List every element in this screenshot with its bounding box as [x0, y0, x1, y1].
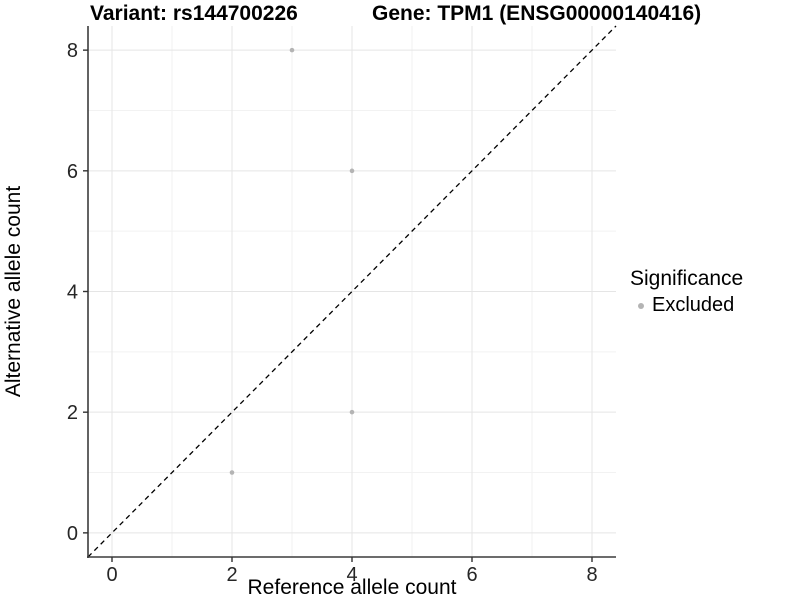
- legend-title: Significance: [630, 267, 744, 290]
- x-tick-label: 2: [226, 564, 237, 586]
- y-tick-label: 0: [67, 523, 78, 545]
- plot-title-gene: Gene: TPM1 (ENSG00000140416): [372, 2, 702, 25]
- y-tick-label: 4: [67, 282, 78, 304]
- x-tick-label: 0: [106, 564, 117, 586]
- x-tick-label: 6: [466, 564, 477, 586]
- y-tick-label: 8: [67, 40, 78, 62]
- data-point: [349, 168, 355, 174]
- y-tick-label: 2: [67, 402, 78, 424]
- x-tick-label: 8: [586, 564, 597, 586]
- data-point: [229, 470, 235, 475]
- data-point: [289, 47, 295, 53]
- x-tick-label: 4: [346, 564, 357, 586]
- legend-items: Excluded: [630, 294, 743, 317]
- legend-item-label: Excluded: [652, 294, 735, 316]
- identity-dashed-line: [87, 25, 617, 558]
- legend-point-icon: [638, 302, 644, 309]
- x-axis-title: Reference allele count: [248, 576, 457, 599]
- y-tick-label: 6: [67, 161, 78, 183]
- data-point: [349, 409, 355, 415]
- y-axis-title: Alternative allele count: [2, 186, 25, 397]
- plot-title-variant: Variant: rs144700226: [90, 2, 298, 25]
- legend: Significance Excluded: [630, 266, 743, 317]
- legend-item: Excluded: [630, 294, 743, 317]
